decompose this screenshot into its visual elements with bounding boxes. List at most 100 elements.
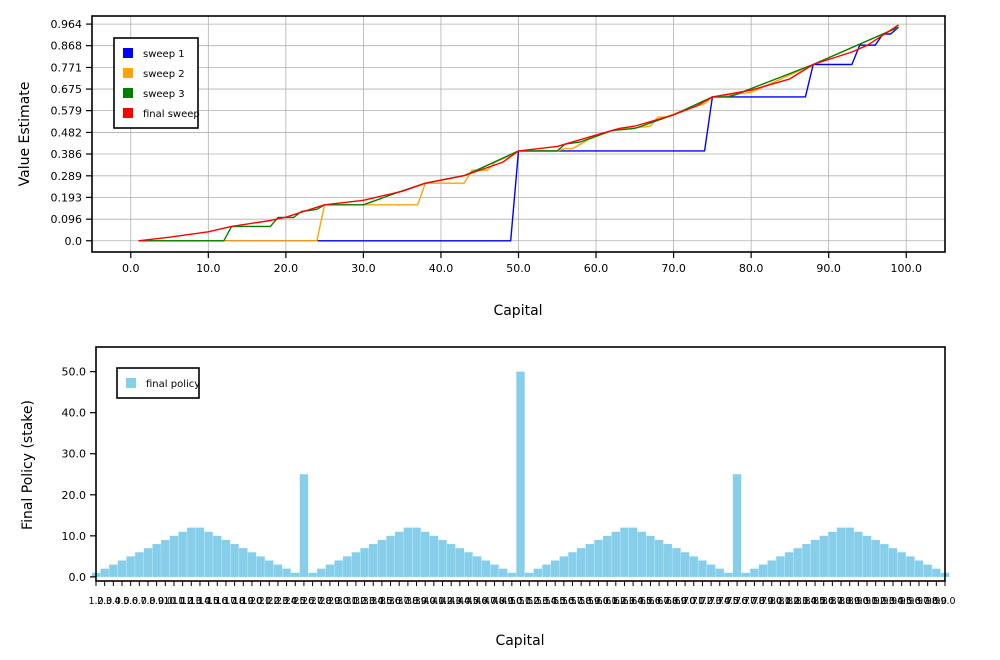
policy-bar	[654, 539, 664, 577]
x-tick-label: 2.0	[97, 596, 112, 607]
policy-bar	[265, 560, 274, 577]
x-tick-label: 56.0	[562, 596, 583, 607]
legend-label: sweep 1	[143, 49, 185, 60]
y-axis-label: Final Policy (stake)	[20, 400, 36, 530]
legend: final policy	[116, 367, 200, 399]
x-tick-label: 85.0	[813, 596, 834, 607]
y-tick-label: 0.675	[51, 83, 83, 96]
policy-bar	[776, 556, 785, 577]
x-tick-label: 80.0	[739, 262, 764, 275]
policy-bar	[854, 531, 863, 577]
policy-bar	[793, 548, 802, 577]
x-tick-label: 30.0	[337, 596, 358, 607]
x-tick-label: 1.0	[88, 596, 103, 607]
x-tick-label: 82.0	[787, 596, 808, 607]
x-tick-label: 54.0	[545, 596, 566, 607]
x-tick-label: 100.0	[890, 262, 922, 275]
legend-label: sweep 2	[143, 69, 185, 80]
x-tick-label: 25.0	[293, 596, 314, 607]
x-tick-label: 28.0	[319, 596, 340, 607]
x-tick-label: 48.0	[493, 596, 514, 607]
policy-bar	[429, 535, 439, 577]
legend-swatch	[126, 378, 136, 388]
policy-bar	[767, 560, 776, 577]
policy-bar	[490, 564, 499, 577]
x-tick-label: 93.0	[882, 596, 903, 607]
x-tick-label: 3.0	[106, 596, 121, 607]
policy-bar	[663, 544, 672, 577]
policy-bar	[464, 552, 473, 577]
policy-bar	[117, 560, 127, 577]
policy-bar	[637, 531, 646, 577]
policy-bar	[810, 539, 820, 577]
x-tick-label: 87.0	[830, 596, 851, 607]
policy-bar	[715, 568, 724, 577]
x-tick-label: 80.0	[770, 596, 791, 607]
x-tick-label: 58.0	[579, 596, 600, 607]
policy-bar	[542, 564, 551, 577]
x-tick-label: 23.0	[276, 596, 297, 607]
policy-bar	[403, 527, 413, 577]
x-tick-label: 22.0	[267, 596, 288, 607]
x-tick-label: 69.0	[675, 596, 696, 607]
x-tick-label: 79.0	[761, 596, 782, 607]
x-tick-label: 60.0	[597, 596, 618, 607]
legend-swatch	[123, 108, 133, 118]
policy-bar	[481, 560, 491, 577]
policy-bar	[819, 535, 828, 577]
y-tick-label: 0.0	[69, 571, 87, 584]
policy-bar	[585, 544, 594, 577]
policy-bar	[550, 560, 560, 577]
x-tick-label: 42.0	[441, 596, 462, 607]
x-tick-label: 65.0	[640, 596, 661, 607]
policy-bar	[802, 544, 811, 577]
x-tick-label: 27.0	[311, 596, 332, 607]
policy-bar	[421, 531, 430, 577]
policy-bar	[672, 548, 681, 577]
bars	[91, 371, 950, 577]
x-tick-label: 4.0	[114, 596, 129, 607]
x-tick-label: 97.0	[917, 596, 938, 607]
policy-bar	[784, 552, 794, 577]
policy-bar	[706, 564, 716, 577]
policy-bar	[369, 544, 378, 577]
policy-bar	[317, 568, 326, 577]
policy-bar	[195, 527, 205, 577]
x-tick-label: 76.0	[735, 596, 756, 607]
y-tick-label: 10.0	[62, 530, 87, 543]
x-tick-label: 20.0	[250, 596, 271, 607]
policy-bar	[524, 572, 534, 577]
policy-bar	[169, 535, 179, 577]
policy-bar	[646, 535, 655, 577]
legend-box	[116, 367, 200, 399]
policy-bar	[602, 535, 612, 577]
x-axis-label: Capital	[495, 633, 544, 649]
x-tick-label: 89.0	[848, 596, 869, 607]
policy-bar	[533, 568, 543, 577]
x-tick-label: 99.0	[934, 596, 955, 607]
policy-bar	[498, 568, 508, 577]
policy-bar	[897, 552, 906, 577]
x-tick-label: 21.0	[259, 596, 280, 607]
policy-bar	[256, 556, 265, 577]
x-tick-label: 0.0	[122, 262, 140, 275]
legend-label: sweep 3	[143, 89, 185, 100]
x-tick-label: 7.0	[140, 596, 155, 607]
y-tick-label: 40.0	[62, 407, 87, 420]
policy-bar	[161, 539, 170, 577]
x-tick-label: 68.0	[666, 596, 687, 607]
x-tick-label: 14.0	[198, 596, 219, 607]
legend: sweep 1 sweep 2 sweep 3 final sweep	[113, 37, 200, 129]
x-tick-label: 8.0	[149, 596, 164, 607]
x-axis-ticks: 0.0 10.0 20.0 30.0 40.0 50.0 60.0 70.0 80.0 90.0 1…	[122, 252, 922, 275]
x-tick-label: 18.0	[233, 596, 254, 607]
x-tick-label: 55.0	[553, 596, 574, 607]
x-tick-label: 66.0	[649, 596, 670, 607]
legend-label: final sweep	[143, 109, 200, 120]
x-tick-label: 57.0	[571, 596, 592, 607]
policy-bar	[923, 564, 932, 577]
x-tick-label: 29.0	[328, 596, 349, 607]
policy-bar	[152, 544, 161, 577]
x-tick-label: 78.0	[752, 596, 773, 607]
x-tick-label: 60.0	[584, 262, 609, 275]
